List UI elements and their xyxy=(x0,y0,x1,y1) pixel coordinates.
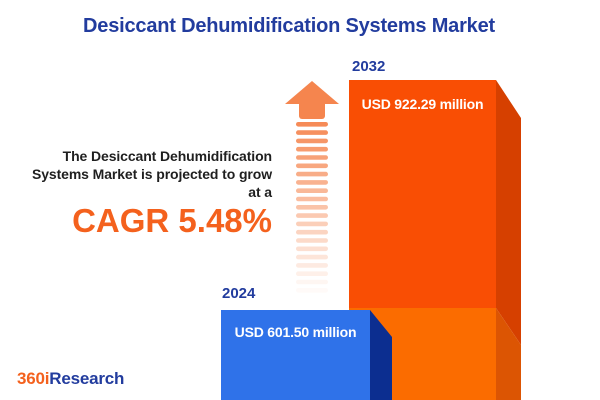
bar-label-2024: 2024 xyxy=(222,285,256,302)
cagr-value: CAGR 5.48% xyxy=(72,202,272,239)
arrow-dash xyxy=(296,205,328,210)
bar-value-2032: USD 922.29 million xyxy=(361,96,484,112)
intro-line-1: The Desiccant Dehumidification xyxy=(62,148,272,164)
bar-2032-side-upper xyxy=(496,80,521,345)
intro-line-3: at a xyxy=(248,184,272,200)
bar-2024-side xyxy=(370,310,392,400)
arrow-dash xyxy=(296,213,328,218)
page-title: Desiccant Dehumidification Systems Marke… xyxy=(83,15,495,37)
bar-2032-front-upper xyxy=(349,80,496,308)
arrow-dash xyxy=(296,279,328,285)
arrow-dash xyxy=(296,188,328,193)
bar-2032 xyxy=(349,80,521,400)
arrow-dash xyxy=(296,271,328,276)
arrow-dash xyxy=(296,263,328,268)
arrow-dash xyxy=(296,254,328,260)
arrow-dash xyxy=(296,171,328,177)
arrow-dash xyxy=(296,246,328,252)
arrow-dash xyxy=(296,221,328,227)
bar-2024 xyxy=(221,310,392,400)
arrow-dash xyxy=(296,155,328,160)
intro-line-2: Systems Market is projected to grow xyxy=(31,166,272,182)
company-logo: 360iResearch xyxy=(17,369,124,389)
bar-label-2032: 2032 xyxy=(352,58,386,75)
arrow-dash xyxy=(296,130,328,135)
arrow-dash xyxy=(296,288,328,293)
intro-text: The Desiccant Dehumidification Systems M… xyxy=(2,147,272,201)
bar-2024-front xyxy=(221,310,370,400)
arrow-dash xyxy=(296,196,328,202)
bar-value-2024: USD 601.50 million xyxy=(234,324,357,340)
arrow-dash xyxy=(296,238,328,243)
arrow-dash xyxy=(296,229,328,235)
arrow-dash xyxy=(296,163,328,169)
logo-research: Research xyxy=(49,369,125,388)
arrow-stem xyxy=(299,99,325,119)
arrow-dash xyxy=(296,138,328,144)
logo-360i: 360i xyxy=(17,369,50,388)
arrow-dashed-tail xyxy=(296,122,328,293)
arrow-head-icon xyxy=(285,81,339,104)
growth-arrow-icon xyxy=(285,81,339,293)
arrow-dash xyxy=(296,180,328,185)
arrow-dash xyxy=(296,122,328,127)
arrow-dash xyxy=(296,146,328,152)
bar-2032-side-lower xyxy=(496,308,521,400)
